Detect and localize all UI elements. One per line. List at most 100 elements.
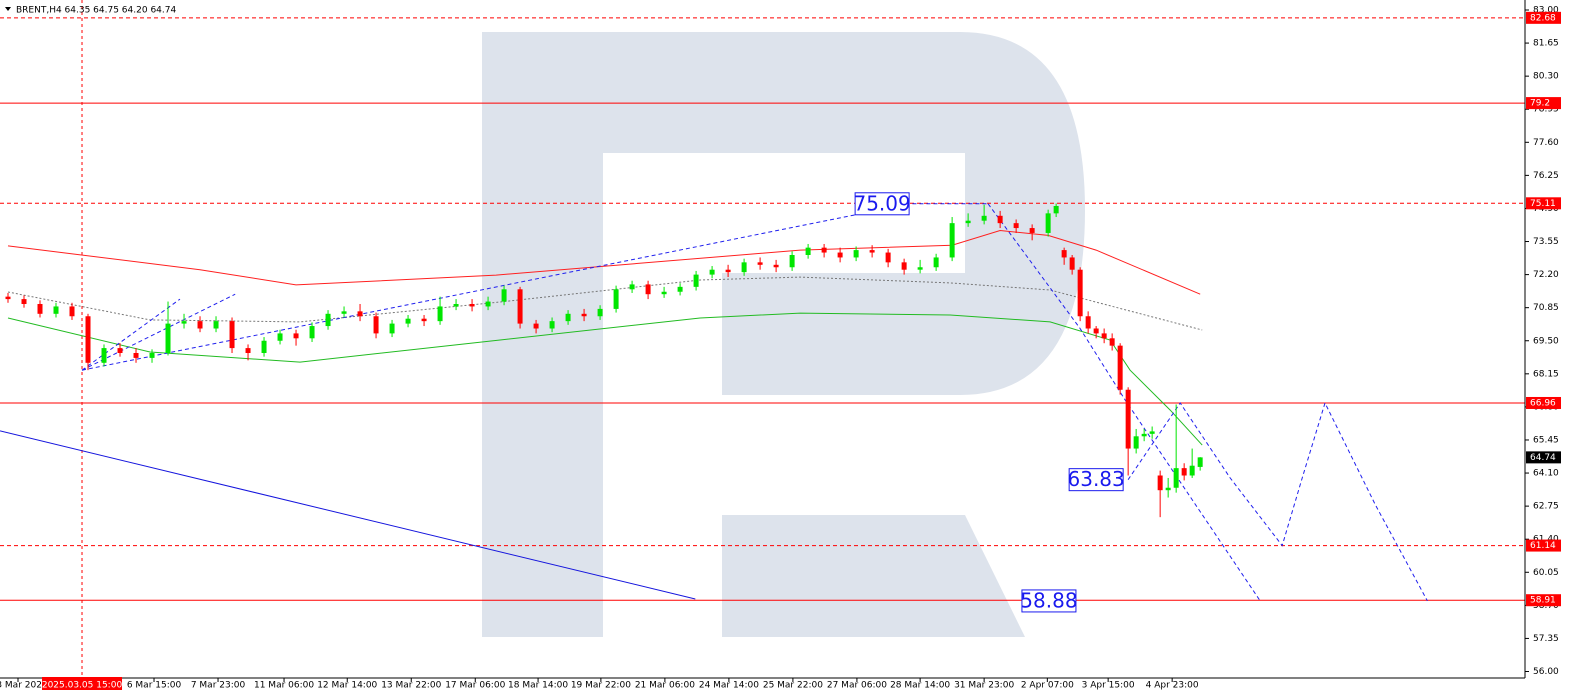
candle-body — [293, 333, 299, 339]
y-tick-label: 83.00 — [1533, 6, 1559, 16]
x-tick-label: 25 Mar 22:00 — [763, 681, 823, 691]
candle-body — [1173, 468, 1179, 488]
candle-body — [549, 321, 555, 329]
candle-body — [501, 289, 507, 302]
candle-body — [725, 269, 731, 273]
candle-body — [1133, 436, 1139, 449]
y-tick-label: 80.30 — [1533, 72, 1559, 82]
candle-body — [1077, 269, 1083, 317]
level-label-box — [1526, 396, 1561, 409]
candle-body — [245, 348, 251, 353]
line-series — [81, 293, 236, 371]
x-tick-label: 24 Mar 14:00 — [699, 681, 759, 691]
candle-body — [325, 313, 331, 327]
candle-body — [5, 296, 11, 300]
x-tick-label: 3 Apr 15:00 — [1082, 681, 1135, 691]
x-tick-label: 18 Mar 14:00 — [508, 681, 568, 691]
candle-body — [437, 306, 443, 322]
candle-body — [853, 250, 859, 258]
candle-body — [1085, 316, 1091, 329]
x-tick-label: 21 Mar 06:00 — [635, 681, 695, 691]
y-tick-label: 68.15 — [1533, 369, 1559, 379]
candle-body — [629, 284, 635, 290]
candle-body — [933, 257, 939, 268]
x-tick-label: 4 Apr 23:00 — [1146, 681, 1199, 691]
level-label: 58.91 — [1530, 596, 1556, 606]
candle-body — [1029, 228, 1035, 233]
y-tick-label: 57.35 — [1533, 634, 1559, 644]
annotation-box — [1068, 468, 1124, 492]
last-price-label: 64.74 — [1530, 453, 1556, 463]
annotation-box — [1021, 589, 1077, 613]
candle-body — [901, 262, 907, 270]
logo-bowl — [482, 32, 1085, 637]
candle-body — [1053, 206, 1059, 214]
candle-body — [613, 289, 619, 309]
candle-body — [1141, 433, 1147, 437]
candle-body — [165, 323, 171, 353]
candle-body — [661, 291, 667, 295]
candle-body — [949, 223, 955, 258]
level-label-box — [1526, 97, 1561, 110]
y-tick-label: 72.20 — [1533, 270, 1559, 280]
candle-body — [837, 252, 843, 258]
candle-body — [965, 220, 971, 224]
menu-arrow[interactable] — [5, 7, 11, 11]
x-tick-highlight — [42, 677, 123, 690]
candle-body — [1189, 465, 1195, 476]
x-tick-label: 28 Mar 14:00 — [890, 681, 950, 691]
candle-body — [133, 353, 139, 358]
candle-body — [1045, 213, 1051, 233]
candle-body — [1165, 487, 1171, 491]
level-label-box — [1526, 594, 1561, 607]
annotation-box — [854, 192, 910, 216]
candle-body — [821, 247, 827, 253]
candle-body — [997, 215, 1003, 224]
y-tick-label: 62.75 — [1533, 502, 1559, 512]
x-tick-label: 19 Mar 22:00 — [571, 681, 631, 691]
candle-body — [565, 313, 571, 322]
candle-body — [741, 262, 747, 273]
candle-body — [181, 321, 187, 324]
candle-body — [581, 313, 587, 317]
y-tick-label: 56.00 — [1533, 667, 1559, 677]
candle-body — [597, 308, 603, 317]
candle-body — [53, 306, 59, 314]
candle-body — [149, 353, 155, 358]
candle-body — [789, 255, 795, 268]
x-tick-label: 2025.03.05 15:00 — [42, 681, 123, 691]
candle-body — [341, 311, 347, 314]
plot: 75.09 63.83 58.88 — [0, 0, 1525, 678]
candle-body — [677, 286, 683, 292]
candle-body — [1101, 333, 1107, 339]
candle-body — [21, 299, 27, 304]
candle-body — [101, 348, 107, 363]
candle-body — [357, 311, 363, 317]
candle-body — [1013, 223, 1019, 229]
x-tick-label: 31 Mar 23:00 — [954, 681, 1014, 691]
candle-body — [277, 333, 283, 341]
candle-body — [389, 323, 395, 334]
candle-body — [1157, 475, 1163, 491]
candle-body — [229, 321, 235, 349]
level-label: 79.2 — [1530, 99, 1550, 109]
candle-body — [533, 323, 539, 329]
y-tick-label: 70.85 — [1533, 303, 1559, 313]
candle-body — [885, 252, 891, 263]
line-series — [1127, 401, 1428, 602]
y-tick-label: 77.60 — [1533, 138, 1559, 148]
annotation-label: 63.83 — [1068, 467, 1125, 491]
candle-body — [421, 318, 427, 322]
last-price-box — [1526, 451, 1561, 464]
candle-body — [1125, 389, 1131, 449]
x-tick-label: 12 Mar 14:00 — [317, 681, 377, 691]
candle-body — [693, 274, 699, 287]
candle-body — [517, 289, 523, 324]
x-tick-label: 6 Mar 15:00 — [127, 681, 182, 691]
line-series — [987, 203, 1261, 602]
candle-body — [1197, 457, 1203, 467]
candle-body — [85, 316, 91, 363]
watermark-logo — [482, 32, 1085, 637]
y-tick-label: 60.05 — [1533, 568, 1559, 578]
